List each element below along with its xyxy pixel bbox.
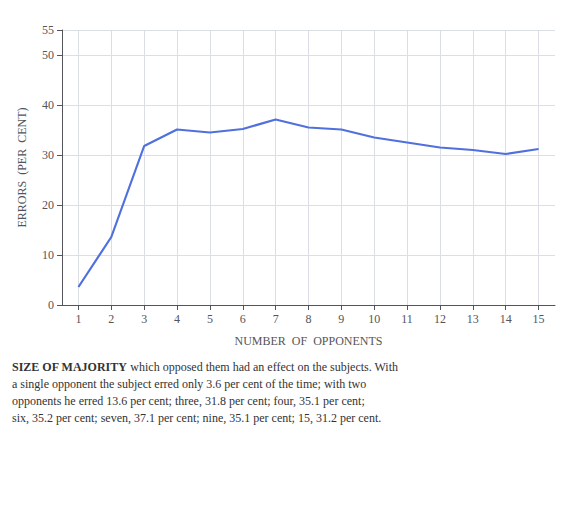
svg-text:55: 55 <box>42 23 54 37</box>
svg-text:14: 14 <box>500 312 512 326</box>
svg-text:which opposed them had an effe: which opposed them had an effect on the … <box>127 360 398 374</box>
svg-text:a single opponent the subject: a single opponent the subject erred only… <box>12 377 366 391</box>
svg-text:6: 6 <box>240 312 246 326</box>
svg-text:4: 4 <box>174 312 180 326</box>
svg-text:20: 20 <box>42 198 54 212</box>
svg-text:10: 10 <box>368 312 380 326</box>
svg-text:opponents he erred 13.6 per ce: opponents he erred 13.6 per cent; three,… <box>12 394 365 408</box>
svg-text:15: 15 <box>533 312 545 326</box>
svg-text:7: 7 <box>273 312 279 326</box>
svg-text:NUMBER OF OPPONENTS: NUMBER OF OPPONENTS <box>234 334 382 348</box>
svg-text:8: 8 <box>306 312 312 326</box>
svg-text:5: 5 <box>207 312 213 326</box>
svg-text:13: 13 <box>467 312 479 326</box>
svg-text:12: 12 <box>434 312 446 326</box>
svg-text:SIZE OF MAJORITY: SIZE OF MAJORITY <box>12 360 127 374</box>
svg-text:10: 10 <box>42 248 54 262</box>
svg-text:3: 3 <box>141 312 147 326</box>
svg-text:9: 9 <box>338 312 344 326</box>
svg-text:ERRORS (PER CENT): ERRORS (PER CENT) <box>15 107 29 227</box>
svg-text:30: 30 <box>42 148 54 162</box>
svg-text:six, 35.2 per cent; seven, 37.: six, 35.2 per cent; seven, 37.1 per cent… <box>12 411 381 425</box>
svg-text:11: 11 <box>401 312 413 326</box>
svg-text:50: 50 <box>42 48 54 62</box>
svg-text:1: 1 <box>75 312 81 326</box>
svg-text:2: 2 <box>108 312 114 326</box>
svg-text:40: 40 <box>42 98 54 112</box>
svg-text:0: 0 <box>48 298 54 312</box>
